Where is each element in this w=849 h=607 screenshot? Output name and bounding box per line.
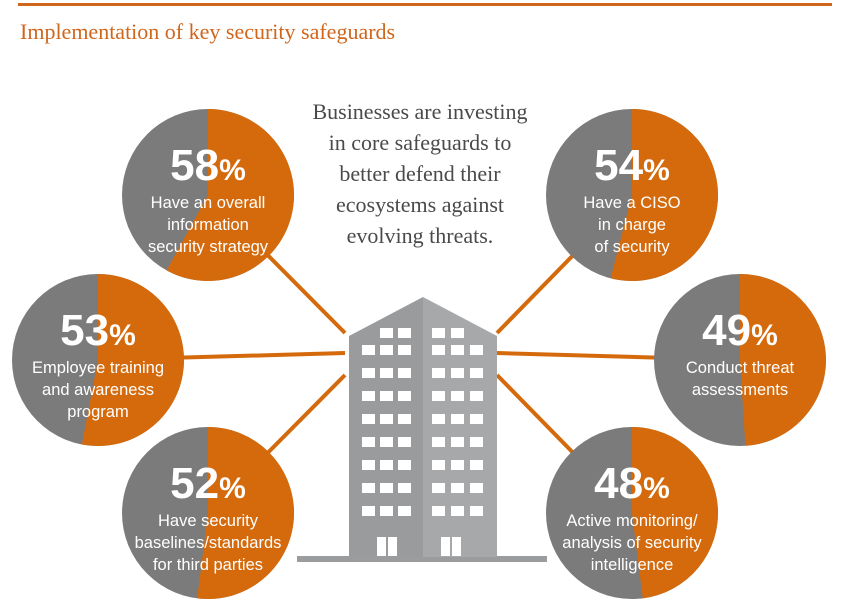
building-window [451, 368, 464, 378]
building-window [432, 368, 445, 378]
building-door [452, 537, 461, 556]
building-window [470, 460, 483, 470]
pie-description-line: and awareness [42, 381, 154, 399]
pie-1: 58% Have an overall information security st… [122, 108, 295, 281]
top-rule [18, 3, 832, 6]
building-window [470, 506, 483, 516]
building-window [380, 506, 393, 516]
page-title: Implementation of key security safeguard… [20, 19, 396, 44]
building-window [362, 483, 375, 493]
building-window [451, 345, 464, 355]
building-icon [297, 297, 547, 562]
building-window [380, 483, 393, 493]
building-window [470, 437, 483, 447]
pie-description-line: Conduct threat [686, 359, 795, 377]
pie-value-label: 58% [170, 141, 246, 190]
building-window [451, 483, 464, 493]
building-door [388, 537, 397, 556]
pie-description-line: Have a CISO [583, 194, 680, 212]
building-window [398, 391, 411, 401]
building-window [470, 368, 483, 378]
building-door [377, 537, 386, 556]
building-window [398, 368, 411, 378]
building-window [432, 437, 445, 447]
pie-description-line: baselines/standards [135, 534, 282, 552]
building-window [380, 437, 393, 447]
pie-value-slice [166, 108, 295, 281]
pie-description-line: in charge [598, 216, 666, 234]
building-window [432, 483, 445, 493]
pie-description-line: analysis of security [562, 534, 702, 552]
building-window [432, 460, 445, 470]
building-window [432, 328, 445, 338]
building-window [451, 414, 464, 424]
pie-description-line: program [67, 403, 128, 421]
pie-value-label: 48% [594, 459, 670, 508]
building-window [398, 414, 411, 424]
pie-4: 54% Have a CISO in charge of security [546, 109, 718, 281]
pie-description-line: security strategy [148, 238, 269, 256]
pie-value-slice [740, 274, 826, 446]
building-window [362, 368, 375, 378]
building-window [398, 437, 411, 447]
building-window [398, 483, 411, 493]
pie-value-slice [81, 274, 184, 446]
building-window [451, 460, 464, 470]
building-window [362, 391, 375, 401]
building-window [362, 506, 375, 516]
pie-description-line: Have security [158, 512, 259, 530]
building-window [380, 414, 393, 424]
pie-6: 48% Active monitoring/analysis of securit… [546, 427, 718, 599]
building-window [470, 483, 483, 493]
building-window [380, 345, 393, 355]
pie-charts: 58% Have an overall information security st… [12, 108, 826, 599]
building-window [432, 345, 445, 355]
building-window [470, 414, 483, 424]
building-window [398, 506, 411, 516]
building-window [451, 506, 464, 516]
building-window [470, 345, 483, 355]
pie-value-slice [632, 427, 718, 599]
pie-description-line: intelligence [591, 556, 674, 574]
pie-2: 53% Employee training and awareness program [12, 274, 184, 446]
building-window [451, 391, 464, 401]
building-window [432, 506, 445, 516]
building-window [451, 328, 464, 338]
building-window [380, 391, 393, 401]
pie-description-line: Have an overall [151, 194, 266, 212]
building-window [362, 345, 375, 355]
building-window [398, 460, 411, 470]
building-window [432, 414, 445, 424]
building-window [398, 328, 411, 338]
building-window [432, 391, 445, 401]
building-window [362, 460, 375, 470]
pie-value-slice [610, 109, 718, 281]
building-base [297, 556, 547, 562]
building-window [380, 328, 393, 338]
pie-5: 49% Conduct threat assessments [654, 274, 826, 446]
pie-description-line: of security [594, 238, 670, 256]
building-window [398, 345, 411, 355]
pie-value-label: 49% [702, 306, 778, 355]
pie-value-label: 53% [60, 306, 136, 355]
pie-3: 52% Have security baselines/standards for t… [122, 427, 295, 599]
pie-description-line: Employee training [32, 359, 164, 377]
pie-description-line: for third parties [153, 556, 263, 574]
building-door [441, 537, 450, 556]
building-window [470, 391, 483, 401]
pie-value-slice [197, 427, 295, 599]
building-window [362, 414, 375, 424]
pie-description-line: assessments [692, 381, 788, 399]
pie-description-line: information [167, 216, 249, 234]
building-window [380, 460, 393, 470]
building-window [451, 437, 464, 447]
building-window [380, 368, 393, 378]
intro-text: Businesses are investing in core safegua… [312, 99, 528, 248]
pie-description-line: Active monitoring/ [566, 512, 698, 530]
pie-value-label: 52% [170, 459, 246, 508]
pie-value-label: 54% [594, 141, 670, 190]
building-window [362, 437, 375, 447]
